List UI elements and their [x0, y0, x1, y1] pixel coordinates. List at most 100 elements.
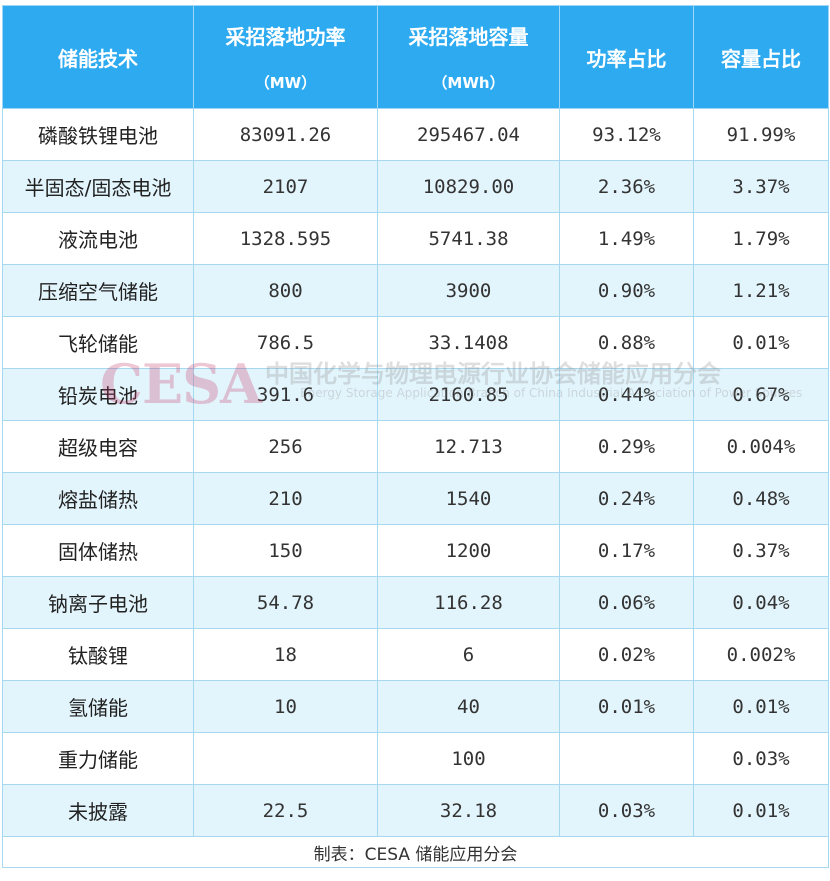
table-row: 半固态/固态电池 2107 10829.00 2.36% 3.37% — [2, 160, 829, 213]
table-row: 液流电池 1328.595 5741.38 1.49% 1.79% — [2, 212, 829, 265]
cell-capacity-share: 1.21% — [693, 264, 829, 317]
cell-capacity-share: 0.04% — [693, 576, 829, 629]
table-row: 钠离子电池 54.78 116.28 0.06% 0.04% — [2, 576, 829, 629]
cell-tech: 超级电容 — [2, 420, 194, 473]
header-capacity-share-label: 容量占比 — [721, 46, 801, 71]
cell-capacity-share: 1.79% — [693, 212, 829, 265]
header-capacity-share: 容量占比 — [693, 5, 829, 109]
cell-capacity-share: 0.01% — [693, 316, 829, 369]
energy-storage-table: 储能技术 采招落地功率 （MW） 采招落地容量 （MWh） 功率占比 容量占比 … — [2, 5, 829, 868]
header-power-share-label: 功率占比 — [586, 46, 667, 71]
table-row: 氢储能 10 40 0.01% 0.01% — [2, 680, 829, 733]
cell-power-share: 0.90% — [559, 264, 694, 317]
cell-power: 22.5 — [193, 784, 378, 837]
data-table-container: 储能技术 采招落地功率 （MW） 采招落地容量 （MWh） 功率占比 容量占比 … — [2, 5, 829, 868]
header-power-unit: （MW） — [254, 74, 317, 92]
cell-capacity-share: 91.99% — [693, 108, 829, 161]
header-tech-label: 储能技术 — [58, 46, 138, 71]
header-tech: 储能技术 — [2, 5, 194, 109]
cell-tech: 磷酸铁锂电池 — [2, 108, 194, 161]
header-capacity-unit: （MWh） — [432, 74, 505, 92]
table-body: 磷酸铁锂电池 83091.26 295467.04 93.12% 91.99% 半固态/固… — [2, 108, 829, 837]
cell-capacity: 295467.04 — [377, 108, 560, 161]
cell-capacity: 116.28 — [377, 576, 560, 629]
table-row: 熔盐储热 210 1540 0.24% 0.48% — [2, 472, 829, 525]
cell-tech: 熔盐储热 — [2, 472, 194, 525]
header-power-label: 采招落地功率 — [225, 25, 346, 49]
table-row: 钛酸锂 18 6 0.02% 0.002% — [2, 628, 829, 681]
cell-capacity-share: 0.004% — [693, 420, 829, 473]
cell-power-share: 1.49% — [559, 212, 694, 265]
cell-power: 786.5 — [193, 316, 378, 369]
cell-power: 2107 — [193, 160, 378, 213]
table-row: 磷酸铁锂电池 83091.26 295467.04 93.12% 91.99% — [2, 108, 829, 161]
cell-power-share: 93.12% — [559, 108, 694, 161]
cell-capacity: 5741.38 — [377, 212, 560, 265]
cell-power: 83091.26 — [193, 108, 378, 161]
cell-capacity-share: 0.37% — [693, 524, 829, 577]
table-row: 未披露 22.5 32.18 0.03% 0.01% — [2, 784, 829, 837]
header-row: 储能技术 采招落地功率 （MW） 采招落地容量 （MWh） 功率占比 容量占比 — [2, 5, 829, 109]
cell-tech: 钛酸锂 — [2, 628, 194, 681]
cell-power-share: 0.24% — [559, 472, 694, 525]
header-capacity: 采招落地容量 （MWh） — [377, 5, 560, 109]
cell-capacity: 3900 — [377, 264, 560, 317]
cell-power: 391.6 — [193, 368, 378, 421]
cell-capacity: 40 — [377, 680, 560, 733]
cell-capacity: 32.18 — [377, 784, 560, 837]
cell-tech: 液流电池 — [2, 212, 194, 265]
cell-power-share: 0.03% — [559, 784, 694, 837]
cell-capacity: 6 — [377, 628, 560, 681]
cell-power: 18 — [193, 628, 378, 681]
cell-power: 256 — [193, 420, 378, 473]
cell-power-share: 0.01% — [559, 680, 694, 733]
cell-capacity-share: 0.03% — [693, 732, 829, 785]
footer-row: 制表：CESA 储能应用分会 — [2, 836, 829, 868]
cell-capacity: 12.713 — [377, 420, 560, 473]
cell-power: 1328.595 — [193, 212, 378, 265]
cell-tech: 半固态/固态电池 — [2, 160, 194, 213]
cell-power-share — [559, 732, 694, 785]
cell-capacity-share: 3.37% — [693, 160, 829, 213]
cell-power: 54.78 — [193, 576, 378, 629]
cell-power — [193, 732, 378, 785]
cell-tech: 氢储能 — [2, 680, 194, 733]
cell-power-share: 0.44% — [559, 368, 694, 421]
cell-power: 10 — [193, 680, 378, 733]
table-row: 超级电容 256 12.713 0.29% 0.004% — [2, 420, 829, 473]
cell-power-share: 0.88% — [559, 316, 694, 369]
cell-capacity-share: 0.01% — [693, 784, 829, 837]
header-capacity-label: 采招落地容量 — [408, 25, 529, 49]
cell-power-share: 0.17% — [559, 524, 694, 577]
cell-tech: 重力储能 — [2, 732, 194, 785]
cell-tech: 未披露 — [2, 784, 194, 837]
table-header: 储能技术 采招落地功率 （MW） 采招落地容量 （MWh） 功率占比 容量占比 — [2, 5, 829, 109]
cell-capacity-share: 0.002% — [693, 628, 829, 681]
cell-power-share: 0.02% — [559, 628, 694, 681]
table-row: 飞轮储能 786.5 33.1408 0.88% 0.01% — [2, 316, 829, 369]
cell-power-share: 0.29% — [559, 420, 694, 473]
cell-tech: 钠离子电池 — [2, 576, 194, 629]
cell-capacity: 2160.85 — [377, 368, 560, 421]
cell-capacity-share: 0.67% — [693, 368, 829, 421]
table-row: 固体储热 150 1200 0.17% 0.37% — [2, 524, 829, 577]
cell-capacity: 33.1408 — [377, 316, 560, 369]
cell-capacity-share: 0.48% — [693, 472, 829, 525]
cell-power-share: 2.36% — [559, 160, 694, 213]
cell-power: 800 — [193, 264, 378, 317]
table-footer-note: 制表：CESA 储能应用分会 — [2, 836, 829, 868]
table-row: 重力储能 100 0.03% — [2, 732, 829, 785]
cell-power-share: 0.06% — [559, 576, 694, 629]
cell-tech: 铅炭电池 — [2, 368, 194, 421]
header-power: 采招落地功率 （MW） — [193, 5, 378, 109]
cell-capacity: 1200 — [377, 524, 560, 577]
cell-tech: 固体储热 — [2, 524, 194, 577]
cell-tech: 飞轮储能 — [2, 316, 194, 369]
cell-power: 210 — [193, 472, 378, 525]
header-power-share: 功率占比 — [559, 5, 694, 109]
cell-tech: 压缩空气储能 — [2, 264, 194, 317]
table-row: 压缩空气储能 800 3900 0.90% 1.21% — [2, 264, 829, 317]
cell-power: 150 — [193, 524, 378, 577]
cell-capacity: 100 — [377, 732, 560, 785]
cell-capacity-share: 0.01% — [693, 680, 829, 733]
